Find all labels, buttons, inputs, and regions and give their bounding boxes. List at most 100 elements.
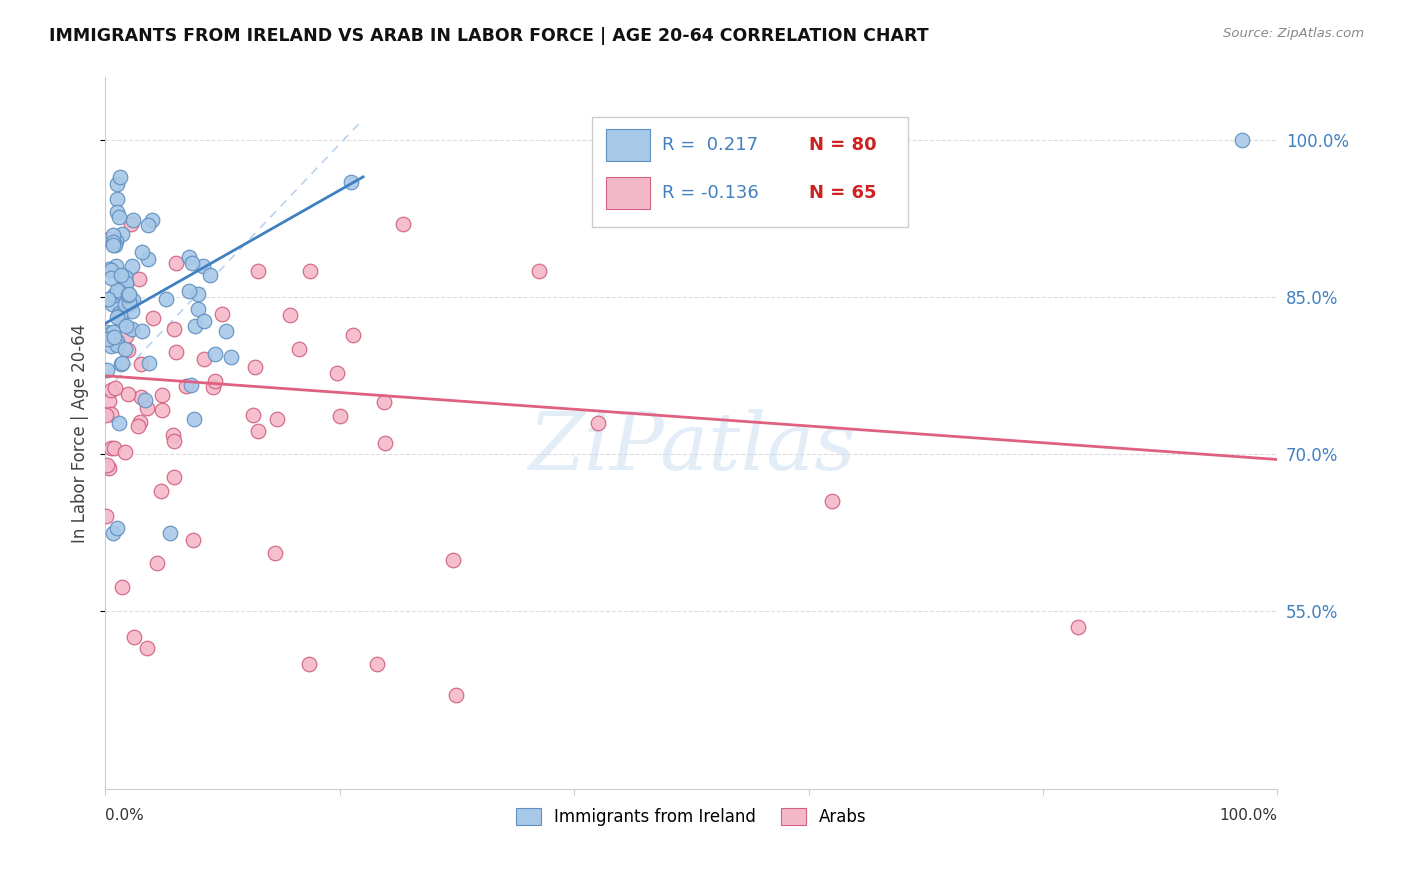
- Point: [110, 169, 132, 184]
- Point: [103, 288, 125, 302]
- Point: [142, 310, 165, 325]
- Point: [193, 259, 215, 273]
- Point: [155, 292, 177, 306]
- Point: [181, 533, 204, 548]
- Point: [100, 271, 122, 285]
- Point: [200, 268, 222, 282]
- Point: [183, 319, 205, 334]
- Point: [135, 401, 157, 415]
- Point: [103, 329, 125, 343]
- Point: [246, 264, 269, 278]
- Point: [96, 408, 118, 422]
- FancyBboxPatch shape: [592, 117, 908, 227]
- Point: [136, 218, 159, 232]
- Point: [128, 272, 150, 286]
- Point: [177, 285, 200, 299]
- Point: [120, 217, 142, 231]
- Point: [374, 435, 396, 450]
- Point: [266, 412, 288, 426]
- Point: [104, 260, 127, 274]
- Point: [97, 292, 120, 306]
- Point: [105, 310, 128, 324]
- Point: [121, 259, 143, 273]
- FancyBboxPatch shape: [606, 128, 651, 161]
- Point: [110, 268, 132, 282]
- Point: [204, 347, 226, 361]
- Point: [162, 427, 184, 442]
- Point: [174, 379, 197, 393]
- Point: [219, 350, 242, 364]
- Point: [115, 277, 138, 291]
- Point: [146, 556, 169, 570]
- Point: [135, 640, 157, 655]
- Point: [110, 313, 132, 327]
- Point: [131, 325, 153, 339]
- Point: [211, 307, 233, 321]
- Point: [131, 244, 153, 259]
- Point: [110, 357, 132, 371]
- Point: [122, 630, 145, 644]
- Point: [100, 441, 122, 455]
- Point: [105, 192, 128, 206]
- Point: [245, 360, 267, 375]
- Point: [138, 356, 160, 370]
- Point: [247, 425, 270, 439]
- Point: [108, 306, 131, 320]
- Point: [527, 264, 550, 278]
- Text: 0.0%: 0.0%: [105, 808, 143, 822]
- Point: [100, 339, 122, 353]
- Point: [441, 552, 464, 566]
- Point: [329, 409, 352, 423]
- Point: [163, 322, 186, 336]
- Point: [193, 352, 215, 367]
- Point: [150, 403, 173, 417]
- FancyBboxPatch shape: [606, 178, 651, 209]
- Point: [97, 232, 120, 246]
- Point: [105, 520, 128, 534]
- Point: [115, 328, 138, 343]
- Point: [105, 334, 128, 348]
- Point: [108, 416, 131, 430]
- Point: [129, 415, 152, 429]
- Point: [120, 297, 142, 311]
- Point: [118, 287, 141, 301]
- Point: [242, 408, 264, 422]
- Point: [115, 276, 138, 290]
- Point: [586, 416, 609, 430]
- Text: ZiPatlas: ZiPatlas: [527, 409, 855, 486]
- Point: [114, 269, 136, 284]
- Point: [180, 378, 202, 392]
- Text: N = 80: N = 80: [808, 136, 876, 154]
- Point: [117, 343, 139, 358]
- Point: [96, 458, 118, 472]
- Point: [280, 308, 302, 322]
- Text: Source: ZipAtlas.com: Source: ZipAtlas.com: [1223, 27, 1364, 40]
- Point: [150, 387, 173, 401]
- Point: [165, 344, 187, 359]
- Text: IMMIGRANTS FROM IRELAND VS ARAB IN LABOR FORCE | AGE 20-64 CORRELATION CHART: IMMIGRANTS FROM IRELAND VS ARAB IN LABOR…: [49, 27, 929, 45]
- Legend: Immigrants from Ireland, Arabs: Immigrants from Ireland, Arabs: [508, 799, 876, 834]
- Point: [108, 210, 131, 224]
- Point: [104, 237, 127, 252]
- Point: [186, 302, 208, 317]
- Point: [1232, 133, 1254, 147]
- Point: [101, 227, 124, 242]
- Point: [821, 494, 844, 508]
- Point: [121, 321, 143, 335]
- Point: [181, 256, 204, 270]
- Point: [100, 407, 122, 421]
- Point: [163, 434, 186, 449]
- Point: [100, 263, 122, 277]
- Point: [326, 366, 349, 380]
- Point: [121, 293, 143, 307]
- Point: [111, 227, 134, 241]
- Y-axis label: In Labor Force | Age 20-64: In Labor Force | Age 20-64: [72, 324, 89, 543]
- Point: [108, 285, 131, 299]
- Point: [193, 313, 215, 327]
- Point: [108, 309, 131, 323]
- Point: [114, 445, 136, 459]
- Point: [183, 412, 205, 426]
- Point: [122, 212, 145, 227]
- Point: [121, 304, 143, 318]
- Text: 100.0%: 100.0%: [1219, 808, 1278, 822]
